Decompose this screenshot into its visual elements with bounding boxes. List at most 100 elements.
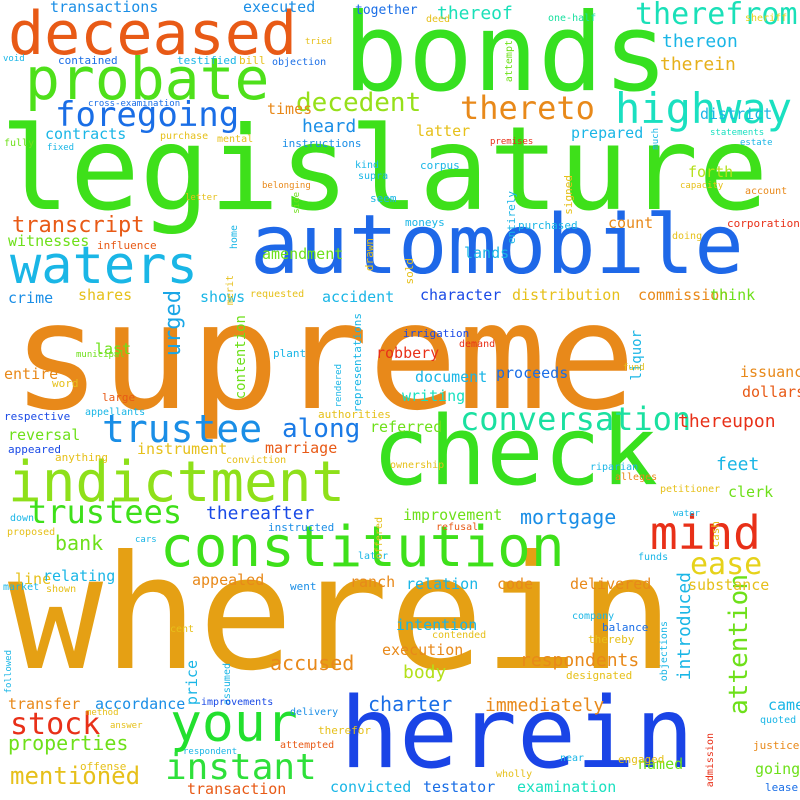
cloud-word: shows	[200, 288, 246, 306]
cloud-word: representations	[351, 313, 364, 413]
cloud-word: attempted	[280, 740, 335, 751]
cloud-word: side	[292, 192, 302, 214]
cloud-word: riparian	[590, 462, 639, 473]
cloud-word: authorities	[318, 408, 391, 421]
cloud-word: supreme	[12, 271, 636, 443]
cloud-word: water	[673, 509, 701, 519]
cloud-word: district	[700, 105, 773, 123]
cloud-word: check	[372, 397, 658, 507]
cloud-word: foregoing	[55, 95, 240, 135]
cloud-word: statements	[710, 128, 765, 138]
cloud-word: municipal	[76, 350, 125, 360]
cloud-word: demand	[459, 339, 496, 350]
cloud-word: together	[355, 3, 418, 18]
cloud-word: respective	[4, 410, 71, 423]
cloud-word: deed	[426, 14, 451, 25]
cloud-word: purchase	[160, 131, 209, 142]
cloud-word: contracts	[45, 125, 127, 143]
cloud-word: entire	[4, 365, 59, 383]
cloud-word: conversation	[460, 400, 692, 438]
cloud-word: company	[572, 611, 615, 622]
cloud-word: moneys	[405, 216, 445, 229]
cloud-word: shown	[46, 584, 77, 595]
cloud-word: proposed	[7, 527, 56, 538]
cloud-word: ranch	[350, 573, 396, 591]
cloud-word: much	[651, 128, 661, 150]
cloud-word: feet	[716, 454, 760, 475]
cloud-word: amendment	[262, 245, 344, 263]
cloud-word: objection	[272, 57, 327, 68]
cloud-word: marriage	[265, 439, 338, 457]
cloud-word: signed	[562, 175, 575, 215]
cloud-word: transaction	[187, 780, 287, 798]
cloud-word: refusal	[436, 522, 479, 533]
cloud-word: supra	[358, 171, 389, 182]
cloud-word: home	[229, 225, 240, 250]
cloud-word: followed	[4, 650, 14, 694]
cloud-word: delivery	[290, 707, 339, 718]
cloud-word: think	[710, 286, 756, 304]
cloud-word: instructions	[282, 137, 362, 150]
cloud-word: fully	[4, 138, 35, 149]
cloud-word: testified	[177, 54, 237, 67]
cloud-word: premises	[490, 137, 534, 147]
cloud-word: herein	[340, 677, 695, 791]
cloud-word: came	[768, 696, 800, 714]
cloud-word: examination	[517, 778, 617, 796]
cloud-word: cars	[135, 535, 157, 545]
cloud-word: indictment	[8, 450, 346, 515]
cloud-word: appellants	[85, 407, 146, 418]
cloud-word: accident	[322, 288, 395, 306]
cloud-word: transcript	[12, 213, 145, 238]
cloud-word: objections	[659, 621, 670, 682]
cloud-word: stock	[10, 707, 101, 742]
cloud-word: forth	[688, 163, 734, 181]
cloud-word: seem	[370, 192, 397, 205]
cloud-word: probate	[25, 45, 270, 113]
cloud-word: along	[282, 414, 361, 444]
cloud-word: cross-examination	[88, 99, 181, 109]
cloud-word: thereof	[437, 3, 513, 24]
cloud-word: decedent	[296, 88, 422, 118]
cloud-word: down	[10, 513, 35, 524]
cloud-word: instrument	[137, 440, 228, 458]
cloud-word: properties	[8, 731, 129, 755]
cloud-word: line	[15, 570, 52, 588]
cloud-word: drawn	[363, 238, 376, 272]
cloud-word: irrigation	[403, 327, 470, 340]
cloud-word: appeared	[8, 443, 61, 456]
cloud-word: attention	[724, 574, 754, 715]
cloud-word: lands	[464, 244, 510, 262]
cloud-word: bill	[239, 54, 266, 67]
cloud-word: wholly	[496, 769, 533, 780]
cloud-word: clerk	[728, 483, 774, 501]
cloud-word: admission	[705, 733, 716, 788]
cloud-word: bonds	[343, 0, 669, 116]
cloud-word: designated	[566, 669, 633, 682]
cloud-word: distribution	[512, 286, 621, 304]
cloud-word: automobile	[250, 198, 744, 293]
cloud-word: trustee	[102, 407, 263, 451]
cloud-word: offense	[80, 760, 127, 773]
cloud-word: thereafter	[206, 503, 315, 524]
cloud-word: wherein	[8, 522, 674, 706]
cloud-word: therefrom	[635, 0, 798, 32]
cloud-word: went	[290, 580, 317, 593]
cloud-word: witnesses	[8, 232, 90, 250]
cloud-word: sheriff	[745, 13, 788, 24]
cloud-word: shares	[78, 286, 133, 304]
cloud-word: contention	[233, 315, 249, 400]
cloud-word: conviction	[226, 455, 287, 466]
cloud-word: writing	[402, 387, 466, 405]
cloud-word: crime	[8, 289, 54, 307]
cloud-word: near	[560, 753, 585, 764]
cloud-word: rendered	[334, 364, 344, 408]
cloud-word: accused	[270, 651, 355, 675]
cloud-word: fund	[623, 363, 645, 373]
cloud-word: anything	[55, 451, 108, 464]
cloud-word: corporation	[727, 217, 800, 230]
cloud-word: answer	[110, 721, 143, 731]
cloud-word: last	[95, 340, 132, 358]
cloud-word: executed	[243, 0, 316, 16]
cloud-word: later	[358, 551, 389, 562]
